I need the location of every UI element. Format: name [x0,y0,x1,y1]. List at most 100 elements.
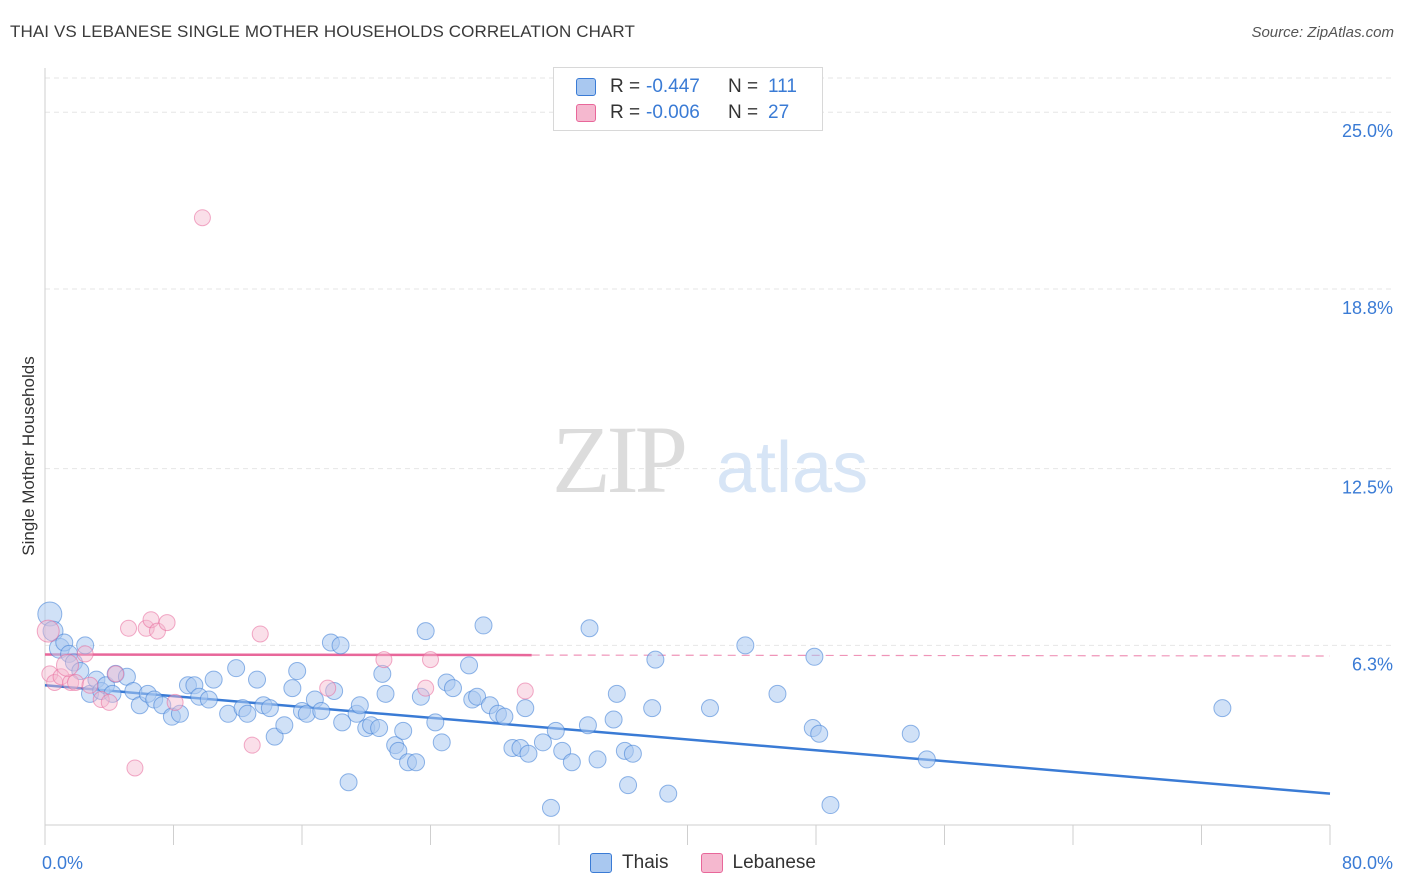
thai-point [71,662,90,681]
thai-point [260,699,279,718]
r-value: -0.447 [646,76,700,97]
thai-point [659,784,678,803]
thai-point [411,687,430,706]
thai-point [339,773,358,792]
lebanese-points [36,209,534,777]
thai-point [541,798,560,817]
lebanese-point [243,736,261,754]
thai-point [312,701,331,720]
thai-point [103,684,122,703]
thai-point [474,616,493,635]
thai-swatch [576,78,596,96]
n-label: N = [728,102,759,123]
thai-point [607,684,626,703]
thai-point [76,636,95,655]
y-tick-label: 12.5% [1342,478,1393,498]
lebanese-trend-extension [531,654,1331,657]
thai-points [37,601,1232,817]
x-tick-label: 0.0% [42,853,83,873]
legend-row-lebanese: R = -0.006 N = 27 [576,101,789,125]
lebanese-point [158,614,176,632]
lebanese-point [319,679,337,697]
thai-point [604,710,623,729]
lebanese-point [100,693,118,711]
thai-point [407,753,426,772]
lebanese-point [166,693,184,711]
chart-title: THAI VS LEBANESE SINGLE MOTHER HOUSEHOLD… [10,22,635,41]
lebanese-point [417,679,435,697]
thai-point [227,659,246,678]
thai-point [580,619,599,638]
thai-point [394,721,413,740]
r-label: R = [610,76,641,97]
thai-point [248,670,267,689]
gridlines [45,77,1395,646]
thai-point [768,684,787,703]
thai-point [519,744,538,763]
lebanese-point [375,651,393,669]
thai-point [1213,699,1232,718]
thai-point [460,656,479,675]
y-tick-label: 25.0% [1342,121,1393,141]
thais-label: Thais [622,852,669,873]
thai-point [170,704,189,723]
thai-point [562,753,581,772]
thai-point [199,690,218,709]
lebanese-label: Lebanese [732,852,816,873]
thai-point [901,724,920,743]
thai-point [443,679,462,698]
thai-point [426,713,445,732]
series-legend: Thais Lebanese [0,852,1406,874]
thai-point [578,716,597,735]
thai-point [546,721,565,740]
lebanese-point [52,668,70,686]
watermark: ZIP atlas [552,406,868,513]
thai-point [917,750,936,769]
thai-point [370,719,389,738]
lebanese-point [137,619,155,637]
thai-point [495,707,514,726]
correlation-legend: R = -0.447 N = 111 R = -0.006 N = 27 [553,67,823,131]
legend-item-thais: Thais [590,852,669,874]
thai-point [283,679,302,698]
thai-point [238,704,257,723]
n-label: N = [728,76,759,97]
thai-point [533,733,552,752]
thai-point [646,650,665,669]
y-axis-label: Single Mother Households [19,356,38,556]
thai-point [288,662,307,681]
lebanese-point [251,625,269,643]
thai-point [736,636,755,655]
lebanese-point [193,209,211,227]
thai-point [331,636,350,655]
thai-point [373,664,392,683]
r-label: R = [610,102,641,123]
thai-point [432,733,451,752]
lebanese-point [41,665,59,683]
thai-point [643,699,662,718]
lebanese-point [422,651,439,669]
thai-point [325,681,344,700]
lebanese-point [126,759,144,777]
source-label: Source: ZipAtlas.com [1251,24,1394,41]
thai-point [204,670,223,689]
thai-point [700,699,719,718]
lebanese-swatch [700,853,723,873]
lebanese-trend-line [44,653,532,657]
lebanese-point [76,645,94,663]
n-value: 111 [768,76,797,97]
x-tick-label: 80.0% [1342,853,1393,873]
n-value: 27 [768,102,790,123]
thai-point [416,622,435,641]
thai-point [275,716,294,735]
legend-row-thai: R = -0.447 N = 111 [576,75,797,99]
thais-swatch [590,853,613,873]
thai-point [333,713,352,732]
watermark-atlas: atlas [716,428,868,508]
lebanese-point [81,676,99,694]
lebanese-point [36,619,60,643]
lebanese-point [107,665,125,683]
y-tick-label: 18.8% [1342,298,1393,318]
thai-point [376,684,395,703]
